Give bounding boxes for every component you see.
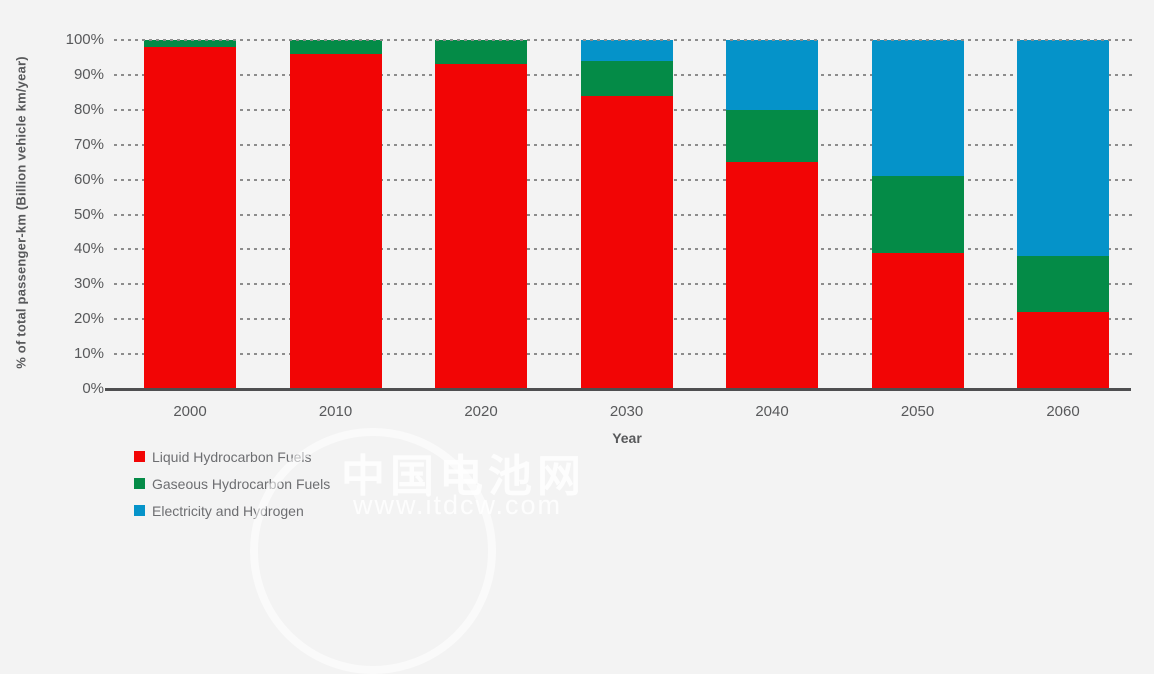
y-tick-0: 0% bbox=[82, 380, 104, 397]
y-tick-60: 60% bbox=[73, 170, 104, 188]
bar-2040-liquid-segment bbox=[726, 162, 818, 389]
stacked-bar-chart: % of total passenger-km (Billion vehicle… bbox=[14, 31, 1135, 674]
y-tick-70: 70% bbox=[73, 135, 104, 153]
x-tick-2040: 2040 bbox=[755, 403, 789, 420]
legend-swatch-icon bbox=[134, 505, 145, 516]
bar-2030-electricity-segment bbox=[580, 40, 673, 61]
bar-2050-electricity-segment bbox=[871, 40, 964, 177]
legend-label: Gaseous Hydrocarbon Fuels bbox=[152, 475, 331, 492]
bar-2010-gaseous-segment bbox=[289, 40, 382, 54]
bar-2060-electricity-segment bbox=[1017, 40, 1109, 257]
bar-2000-gaseous-segment bbox=[144, 40, 236, 47]
bar-2060-gaseous-segment bbox=[1017, 256, 1109, 313]
legend-label: Electricity and Hydrogen bbox=[152, 502, 304, 519]
bar-2050-gaseous-segment bbox=[871, 176, 964, 253]
x-tick-2000: 2000 bbox=[173, 403, 207, 420]
x-tick-2060: 2060 bbox=[1046, 403, 1080, 420]
x-axis-line bbox=[105, 388, 1131, 391]
x-tick-2020: 2020 bbox=[464, 403, 498, 420]
watermark-text-url: www.itdcw.com bbox=[353, 490, 563, 520]
y-tick-100: 100% bbox=[65, 31, 104, 48]
bar-2060-liquid-segment bbox=[1017, 312, 1109, 389]
bar-2040-gaseous-segment bbox=[726, 109, 818, 163]
legend-item: Liquid Hydrocarbon Fuels bbox=[134, 443, 330, 470]
bar-2020-liquid-segment bbox=[435, 64, 527, 389]
bar-2000-liquid-segment bbox=[144, 46, 236, 389]
bar-2050-liquid-segment bbox=[871, 252, 964, 389]
x-tick-2050: 2050 bbox=[900, 403, 935, 420]
legend: Liquid Hydrocarbon Fuels Gaseous Hydrocar… bbox=[134, 443, 330, 524]
watermark-text-cn: 中国电池网 bbox=[341, 452, 586, 501]
legend-item: Gaseous Hydrocarbon Fuels bbox=[134, 470, 330, 497]
y-tick-50: 50% bbox=[73, 205, 104, 223]
gridline-100 bbox=[114, 39, 1135, 41]
legend-item: Electricity and Hydrogen bbox=[134, 497, 330, 524]
bar-2030-gaseous-segment bbox=[580, 60, 673, 96]
y-tick-30: 30% bbox=[73, 275, 104, 293]
x-tick-2030: 2030 bbox=[609, 403, 644, 420]
y-tick-40: 40% bbox=[73, 240, 104, 258]
legend-swatch-icon bbox=[134, 451, 145, 462]
y-tick-80: 80% bbox=[73, 100, 104, 118]
bar-2040-electricity-segment bbox=[726, 40, 818, 110]
x-axis-title: Year bbox=[612, 430, 642, 446]
bar-2010-liquid-segment bbox=[289, 53, 382, 389]
x-tick-2010: 2010 bbox=[318, 403, 353, 420]
legend-label: Liquid Hydrocarbon Fuels bbox=[152, 448, 312, 465]
bar-2030-liquid-segment bbox=[580, 95, 673, 389]
legend-swatch-icon bbox=[134, 478, 145, 489]
y-tick-10: 10% bbox=[73, 345, 104, 363]
y-tick-20: 20% bbox=[73, 310, 104, 328]
y-tick-90: 90% bbox=[73, 65, 104, 83]
bar-2020-gaseous-segment bbox=[435, 40, 527, 65]
